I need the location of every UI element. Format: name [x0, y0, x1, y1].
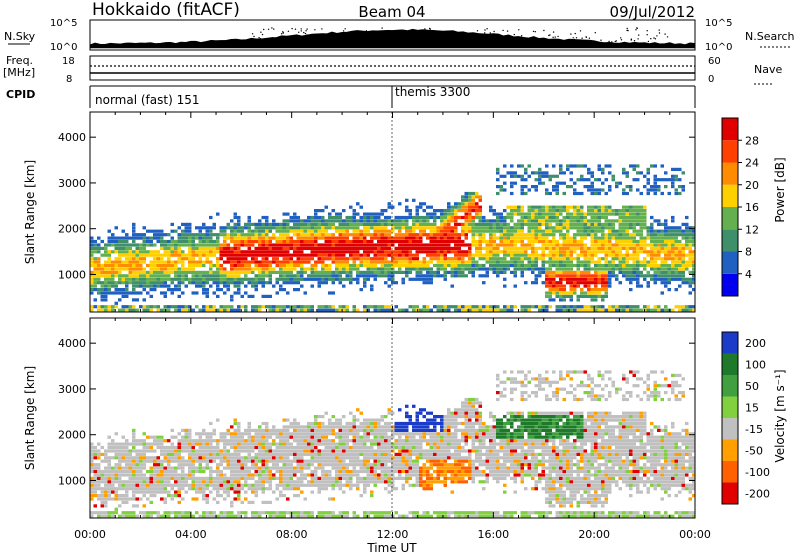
power-colorbar-tick: 28: [745, 134, 759, 147]
colorbar-swatch: [722, 184, 738, 207]
colorbar-swatch: [722, 396, 738, 418]
power-colorbar-tick: 12: [745, 223, 759, 236]
noise-tick-top-left: 10^5: [50, 18, 77, 29]
freq-tick-bottom: 8: [66, 74, 72, 85]
velocity-colorbar-tick: -50: [745, 444, 763, 457]
colorbar-swatch: [722, 251, 738, 274]
ytick-label: 3000: [58, 383, 86, 396]
colorbar-swatch: [722, 418, 738, 440]
colorbar-swatch: [722, 461, 738, 483]
colorbar-swatch: [722, 439, 738, 461]
power-colorbar-label: Power [dB]: [773, 157, 787, 222]
ytick-label: 3000: [58, 177, 86, 190]
velocity-panel: 1000 2000 3000 4000 Slant Range [km] 200 100…: [23, 317, 787, 519]
beam-title: Beam 04: [358, 3, 425, 21]
xtick-label: 00:00: [679, 528, 711, 541]
xtick-label: 08:00: [276, 528, 308, 541]
colorbar-swatch: [722, 140, 738, 163]
velocity-colorbar-tick: -200: [745, 487, 770, 500]
velocity-colorbar-tick: 200: [745, 337, 766, 350]
cpid-mode-1: normal (fast) 151: [95, 93, 199, 107]
colorbar-swatch: [722, 332, 738, 354]
nsearch-label: N.Search: [745, 30, 795, 43]
velocity-colorbar-tick: 50: [745, 380, 759, 393]
noise-panel: N.Sky 10^5 10^0 10^5 10^0 N.Search: [4, 18, 795, 53]
nave-tick-bottom: 0: [708, 74, 714, 85]
xtick-label: 12:00: [377, 528, 409, 541]
power-colorbar-tick: 4: [745, 268, 752, 281]
noise-tick-top-right: 10^5: [705, 18, 732, 29]
ytick-label: 4000: [58, 131, 86, 144]
power-colorbar-tick: 20: [745, 179, 759, 192]
x-axis-label: Time UT: [366, 541, 417, 554]
station-title: Hokkaido (fitACF): [92, 0, 240, 20]
ytick-label: 2000: [58, 429, 86, 442]
freq-tick-top: 18: [62, 56, 75, 67]
frequency-panel: Freq. [MHz] 18 8 60 0 Nave: [3, 54, 782, 85]
colorbar-swatch: [722, 353, 738, 375]
xtick-label: 04:00: [175, 528, 207, 541]
xtick-label: 16:00: [477, 528, 509, 541]
velocity-colorbar-label: Velocity [m s⁻¹]: [773, 369, 787, 462]
xtick-label: 20:00: [578, 528, 610, 541]
nsky-label: N.Sky: [4, 30, 36, 43]
velocity-colorbar-tick: 100: [745, 358, 766, 371]
colorbar-swatch: [722, 229, 738, 252]
nave-tick-top: 60: [708, 56, 721, 67]
colorbar-swatch: [722, 118, 738, 141]
velocity-ylabel: Slant Range [km]: [23, 366, 37, 470]
colorbar-swatch: [722, 482, 738, 504]
ytick-label: 4000: [58, 337, 86, 350]
xtick-label: 00:00: [74, 528, 106, 541]
velocity-colorbar-tick: -100: [745, 466, 770, 479]
power-colorbar-tick: 24: [745, 157, 759, 170]
freq-label-1: Freq.: [6, 54, 33, 67]
power-colorbar-tick: 8: [745, 246, 752, 259]
nave-label: Nave: [754, 63, 782, 76]
colorbar-swatch: [722, 207, 738, 230]
ytick-label: 1000: [58, 474, 86, 487]
power-colorbar-tick: 16: [745, 201, 759, 214]
power-panel: 1000 2000 3000 4000 Slant Range [km] 4 8 12 16…: [23, 111, 787, 313]
ytick-label: 2000: [58, 223, 86, 236]
colorbar-swatch: [722, 273, 738, 296]
cpid-label: CPID: [6, 88, 35, 101]
cpid-panel: CPID normal (fast) 151 themis 3300: [6, 85, 696, 108]
colorbar-swatch: [722, 375, 738, 397]
power-ylabel: Slant Range [km]: [23, 160, 37, 264]
velocity-colorbar-tick: 15: [745, 401, 759, 414]
freq-label-2: [MHz]: [3, 66, 35, 79]
colorbar-swatch: [722, 162, 738, 185]
velocity-colorbar-tick: -15: [745, 423, 763, 436]
ytick-label: 1000: [58, 268, 86, 281]
cpid-mode-2: themis 3300: [395, 85, 470, 99]
noise-tick-bottom-left: 10^0: [50, 42, 77, 53]
noise-tick-bottom-right: 10^0: [705, 42, 732, 53]
date-title: 09/Jul/2012: [610, 3, 695, 21]
